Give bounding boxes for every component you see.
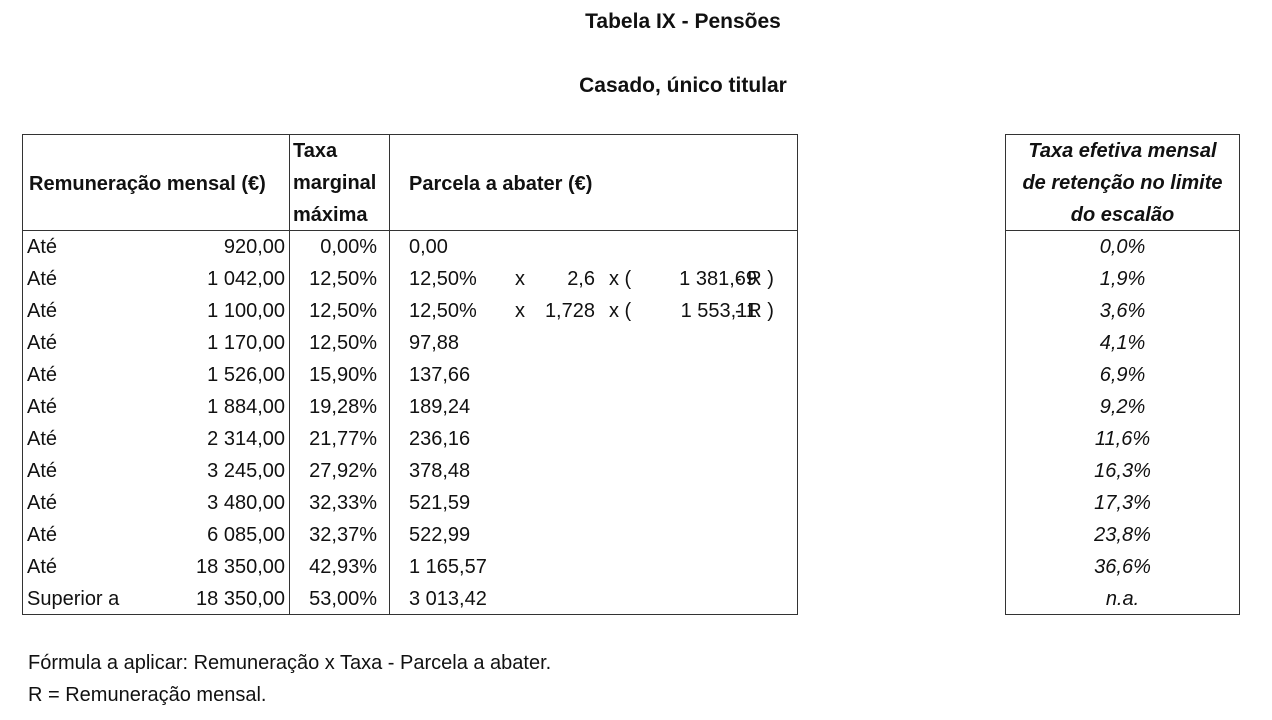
header-taxa-line1: Taxa: [293, 140, 338, 162]
header-remuneracao: Remuneração mensal (€): [29, 173, 266, 195]
row-label: Superior a: [27, 588, 120, 610]
row-parcela-value: 521,59: [409, 492, 471, 514]
tax-table: Remuneração mensal (€) Taxa marginal máx…: [22, 134, 798, 615]
row-label: Até: [27, 268, 58, 290]
row-label: Até: [27, 364, 58, 386]
row-remuneracao-value: 1 042,00: [207, 268, 285, 290]
row-parcela-value: 3 013,42: [409, 588, 487, 610]
row-remuneracao-value: 1 884,00: [207, 396, 285, 418]
row-efetiva-value: n.a.: [1105, 588, 1140, 610]
header-parcela: Parcela a abater (€): [409, 173, 593, 195]
formula-base: 1 553,11: [680, 300, 757, 322]
row-efetiva-value: 16,3%: [1094, 460, 1151, 482]
row-parcela-value: 12,50%: [409, 268, 477, 290]
row-taxa-value: 21,77%: [309, 428, 377, 450]
row-taxa-value: 19,28%: [309, 396, 377, 418]
row-efetiva-value: 36,6%: [1094, 556, 1151, 578]
formula-multiply: x: [515, 268, 525, 290]
row-parcela-value: 97,88: [409, 332, 460, 354]
header-taxa-line3: máxima: [293, 204, 368, 226]
row-remuneracao-value: 1 100,00: [207, 300, 285, 322]
row-label: Até: [27, 524, 58, 546]
row-remuneracao-value: 1 526,00: [207, 364, 285, 386]
header-divider: [23, 230, 797, 231]
row-taxa-value: 12,50%: [309, 300, 377, 322]
row-label: Até: [27, 396, 58, 418]
row-remuneracao-value: 2 314,00: [207, 428, 285, 450]
row-taxa-value: 53,00%: [309, 588, 377, 610]
row-parcela-value: 12,50%: [409, 300, 477, 322]
formula-open: x (: [609, 268, 632, 290]
row-taxa-value: 32,33%: [309, 492, 377, 514]
row-label: Até: [27, 492, 58, 514]
row-label: Até: [27, 236, 58, 258]
page-title: Tabela IX - Pensões: [585, 10, 781, 33]
row-efetiva-value: 23,8%: [1094, 524, 1151, 546]
row-parcela-value: 137,66: [409, 364, 471, 386]
effective-rate-table: Taxa efetiva mensal de retenção no limit…: [1005, 134, 1240, 615]
formula-base: 1 381,69: [679, 268, 757, 290]
row-parcela-value: 236,16: [409, 428, 471, 450]
formula-factor: 2,6: [567, 268, 595, 290]
row-efetiva-value: 17,3%: [1094, 492, 1151, 514]
row-remuneracao-value: 18 350,00: [196, 556, 285, 578]
row-taxa-value: 42,93%: [309, 556, 377, 578]
footer-r-definition: R = Remuneração mensal.: [28, 684, 267, 706]
row-taxa-value: 27,92%: [309, 460, 377, 482]
row-remuneracao-value: 3 245,00: [207, 460, 285, 482]
formula-minus-r: - R ): [735, 300, 774, 322]
row-remuneracao-value: 18 350,00: [196, 588, 285, 610]
page-subtitle: Casado, único titular: [579, 74, 787, 97]
row-parcela-value: 0,00: [409, 236, 448, 258]
formula-open: x (: [609, 300, 632, 322]
row-taxa-value: 15,90%: [309, 364, 377, 386]
row-label: Até: [27, 556, 58, 578]
row-efetiva-value: 6,9%: [1099, 364, 1146, 386]
row-taxa-value: 0,00%: [320, 236, 377, 258]
row-efetiva-value: 0,0%: [1099, 236, 1146, 258]
row-efetiva-value: 11,6%: [1094, 428, 1151, 450]
row-label: Até: [27, 428, 58, 450]
row-efetiva-value: 1,9%: [1099, 268, 1146, 290]
header-taxa-line2: marginal: [293, 172, 377, 194]
formula-factor: 1,728: [544, 300, 595, 322]
column-divider: [389, 135, 390, 614]
row-remuneracao-value: 920,00: [223, 236, 285, 258]
row-parcela-value: 1 165,57: [409, 556, 487, 578]
row-remuneracao-value: 3 480,00: [207, 492, 285, 514]
row-parcela-value: 189,24: [409, 396, 471, 418]
row-parcela-value: 522,99: [409, 524, 471, 546]
row-taxa-value: 12,50%: [309, 332, 377, 354]
header-divider: [1006, 230, 1239, 231]
header-efetiva-line2: de retenção no limite: [1022, 172, 1223, 194]
row-taxa-value: 32,37%: [309, 524, 377, 546]
footer-formula: Fórmula a aplicar: Remuneração x Taxa - …: [28, 652, 552, 674]
column-divider: [289, 135, 290, 614]
row-taxa-value: 12,50%: [309, 268, 377, 290]
formula-minus-r: - R ): [735, 268, 774, 290]
row-efetiva-value: 4,1%: [1099, 332, 1146, 354]
row-efetiva-value: 3,6%: [1099, 300, 1146, 322]
header-efetiva-line1: Taxa efetiva mensal: [1028, 140, 1217, 162]
row-parcela-value: 378,48: [409, 460, 471, 482]
header-efetiva-line3: do escalão: [1070, 204, 1175, 226]
row-remuneracao-value: 1 170,00: [207, 332, 285, 354]
row-label: Até: [27, 460, 58, 482]
row-efetiva-value: 9,2%: [1099, 396, 1146, 418]
formula-multiply: x: [515, 300, 525, 322]
row-remuneracao-value: 6 085,00: [207, 524, 285, 546]
row-label: Até: [27, 332, 58, 354]
row-label: Até: [27, 300, 58, 322]
